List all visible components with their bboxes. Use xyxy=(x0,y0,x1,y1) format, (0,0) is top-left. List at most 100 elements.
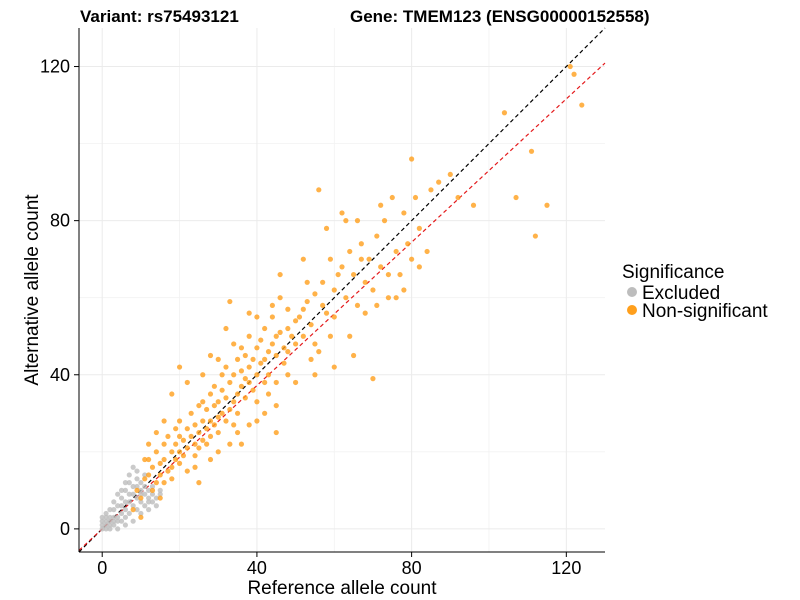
point-non-significant xyxy=(138,514,144,520)
point-non-significant xyxy=(436,179,442,185)
point-non-significant xyxy=(378,202,384,208)
point-excluded xyxy=(118,503,125,509)
point-excluded xyxy=(142,483,148,490)
point-excluded xyxy=(142,503,148,509)
point-non-significant xyxy=(401,287,407,293)
point-non-significant xyxy=(254,418,260,424)
point-non-significant xyxy=(231,399,237,405)
point-non-significant xyxy=(385,295,392,301)
point-non-significant xyxy=(227,379,233,386)
point-non-significant xyxy=(397,271,403,278)
point-non-significant xyxy=(149,464,156,470)
x-tick-label: 80 xyxy=(402,558,422,578)
point-non-significant xyxy=(250,356,256,362)
point-non-significant xyxy=(161,480,167,486)
point-non-significant xyxy=(227,441,233,447)
point-non-significant xyxy=(258,337,264,343)
point-non-significant xyxy=(381,218,388,224)
point-excluded xyxy=(130,518,136,524)
data-points xyxy=(99,63,585,532)
point-non-significant xyxy=(289,333,295,339)
point-non-significant xyxy=(416,264,422,270)
point-non-significant xyxy=(246,379,252,386)
point-excluded xyxy=(118,487,125,493)
point-non-significant xyxy=(331,364,337,370)
point-excluded xyxy=(99,522,105,528)
point-excluded xyxy=(115,491,121,497)
point-non-significant xyxy=(277,329,283,335)
point-excluded xyxy=(103,526,109,532)
legend: Significance Excluded Non-significant xyxy=(622,262,768,322)
point-excluded xyxy=(138,487,144,493)
point-non-significant xyxy=(393,295,399,301)
point-non-significant xyxy=(184,426,190,432)
point-non-significant xyxy=(351,352,357,359)
point-non-significant xyxy=(424,248,430,255)
point-non-significant xyxy=(347,333,353,339)
point-excluded xyxy=(103,514,109,520)
point-non-significant xyxy=(405,241,411,247)
point-excluded xyxy=(107,526,113,532)
point-non-significant xyxy=(277,295,283,301)
axis-ticks: 0 40 80 120 0 40 80 120 xyxy=(40,57,581,578)
point-non-significant xyxy=(300,333,306,339)
point-non-significant xyxy=(285,372,291,378)
point-non-significant xyxy=(579,102,585,108)
point-non-significant xyxy=(416,225,422,231)
point-non-significant xyxy=(130,507,136,513)
point-non-significant xyxy=(173,426,179,432)
point-non-significant xyxy=(320,302,326,309)
point-non-significant xyxy=(176,449,183,455)
point-non-significant xyxy=(374,302,380,309)
point-non-significant xyxy=(246,422,252,428)
point-non-significant xyxy=(176,418,183,424)
point-excluded xyxy=(157,491,163,497)
point-non-significant xyxy=(200,418,206,424)
point-non-significant xyxy=(157,460,163,466)
point-non-significant xyxy=(196,445,202,451)
point-non-significant xyxy=(378,264,384,270)
point-non-significant xyxy=(188,433,194,440)
point-non-significant xyxy=(200,399,206,405)
point-non-significant xyxy=(246,333,252,339)
point-non-significant xyxy=(165,468,171,474)
point-non-significant xyxy=(273,379,279,386)
point-non-significant xyxy=(161,456,167,463)
point-excluded xyxy=(122,522,129,528)
legend-label-excluded: Excluded xyxy=(642,283,720,304)
point-excluded xyxy=(115,503,121,509)
point-non-significant xyxy=(339,264,345,270)
point-non-significant xyxy=(370,287,376,293)
point-non-significant xyxy=(269,302,275,309)
point-excluded xyxy=(134,483,140,490)
point-non-significant xyxy=(238,368,245,374)
point-non-significant xyxy=(320,279,326,285)
point-non-significant xyxy=(157,495,163,501)
point-non-significant xyxy=(227,406,233,413)
legend-title: Significance xyxy=(622,262,724,283)
point-non-significant xyxy=(343,218,349,224)
point-non-significant xyxy=(281,345,287,351)
point-non-significant xyxy=(165,433,171,440)
point-excluded xyxy=(99,518,105,524)
point-non-significant xyxy=(385,271,392,278)
point-non-significant xyxy=(296,314,303,320)
point-non-significant xyxy=(142,456,148,463)
point-excluded xyxy=(118,495,125,501)
point-non-significant xyxy=(354,302,361,309)
point-non-significant xyxy=(173,456,179,463)
point-non-significant xyxy=(262,325,268,332)
point-excluded xyxy=(115,526,121,532)
point-non-significant xyxy=(184,445,190,451)
point-non-significant xyxy=(285,325,291,332)
point-excluded xyxy=(99,514,105,520)
point-non-significant xyxy=(219,387,225,393)
point-excluded xyxy=(153,495,159,501)
point-non-significant xyxy=(161,418,167,424)
point-non-significant xyxy=(153,480,159,486)
point-non-significant xyxy=(223,395,229,401)
point-excluded xyxy=(138,510,144,517)
point-non-significant xyxy=(184,468,190,474)
point-non-significant xyxy=(238,441,245,447)
point-non-significant xyxy=(265,372,272,378)
